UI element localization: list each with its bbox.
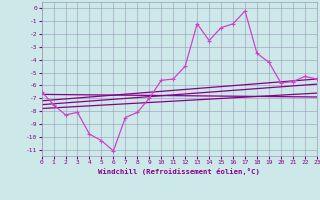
X-axis label: Windchill (Refroidissement éolien,°C): Windchill (Refroidissement éolien,°C) bbox=[98, 168, 260, 175]
